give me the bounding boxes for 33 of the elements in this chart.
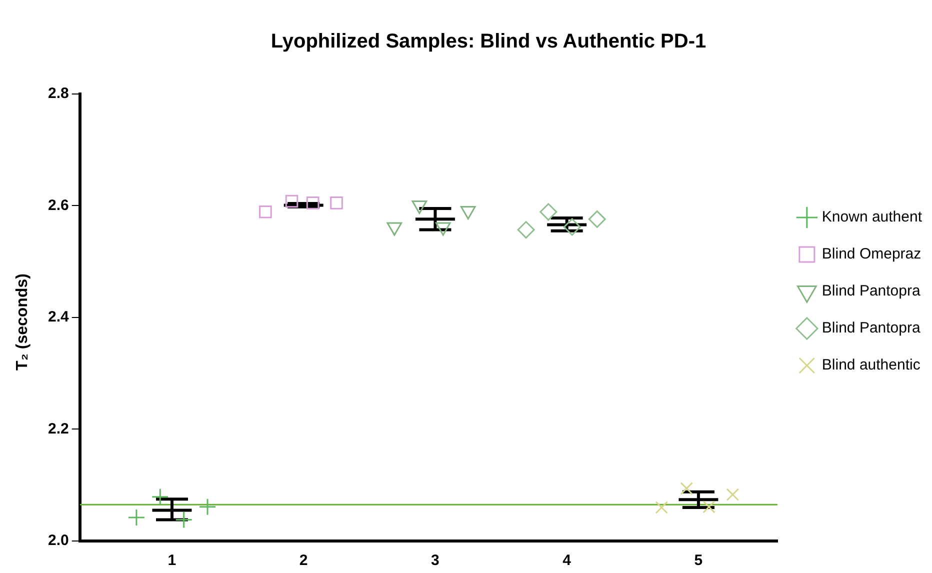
point bbox=[128, 508, 146, 526]
y-tick-label: 2.6 bbox=[48, 196, 69, 214]
x-tick-label: 4 bbox=[562, 552, 572, 570]
legend-label: Blind Omepraz bbox=[822, 246, 922, 263]
legend-label: Blind Pantopra bbox=[822, 282, 921, 300]
point bbox=[655, 501, 668, 514]
point bbox=[702, 500, 716, 514]
point bbox=[330, 196, 343, 210]
point bbox=[563, 218, 581, 236]
point bbox=[285, 194, 298, 208]
point bbox=[175, 511, 193, 529]
legend-label: Known authent bbox=[822, 208, 923, 226]
point bbox=[151, 488, 169, 506]
x-tick-label: 1 bbox=[168, 552, 176, 570]
point bbox=[517, 221, 535, 239]
x-tick-label: 3 bbox=[431, 552, 440, 570]
point bbox=[306, 196, 320, 210]
legend-label: Blind Pantopra bbox=[822, 320, 921, 337]
x-tick-label: 5 bbox=[694, 552, 703, 570]
y-tick-label: 2.2 bbox=[48, 420, 69, 438]
point bbox=[726, 488, 740, 502]
point bbox=[259, 205, 272, 218]
y-tick-label: 2.0 bbox=[48, 532, 69, 550]
point bbox=[588, 210, 606, 228]
point bbox=[680, 482, 694, 495]
y-tick-label: 2.8 bbox=[48, 85, 69, 102]
chart-title: Lyophilized Samples: Blind vs Authentic PD-1 bbox=[270, 30, 706, 53]
y-tick-label: 2.4 bbox=[48, 308, 70, 326]
y-axis-title: T₂ (seconds) bbox=[14, 274, 32, 370]
legend-label: Blind authentic bbox=[822, 356, 921, 374]
x-tick-label: 2 bbox=[299, 552, 308, 570]
point bbox=[540, 203, 558, 221]
point bbox=[198, 498, 216, 516]
